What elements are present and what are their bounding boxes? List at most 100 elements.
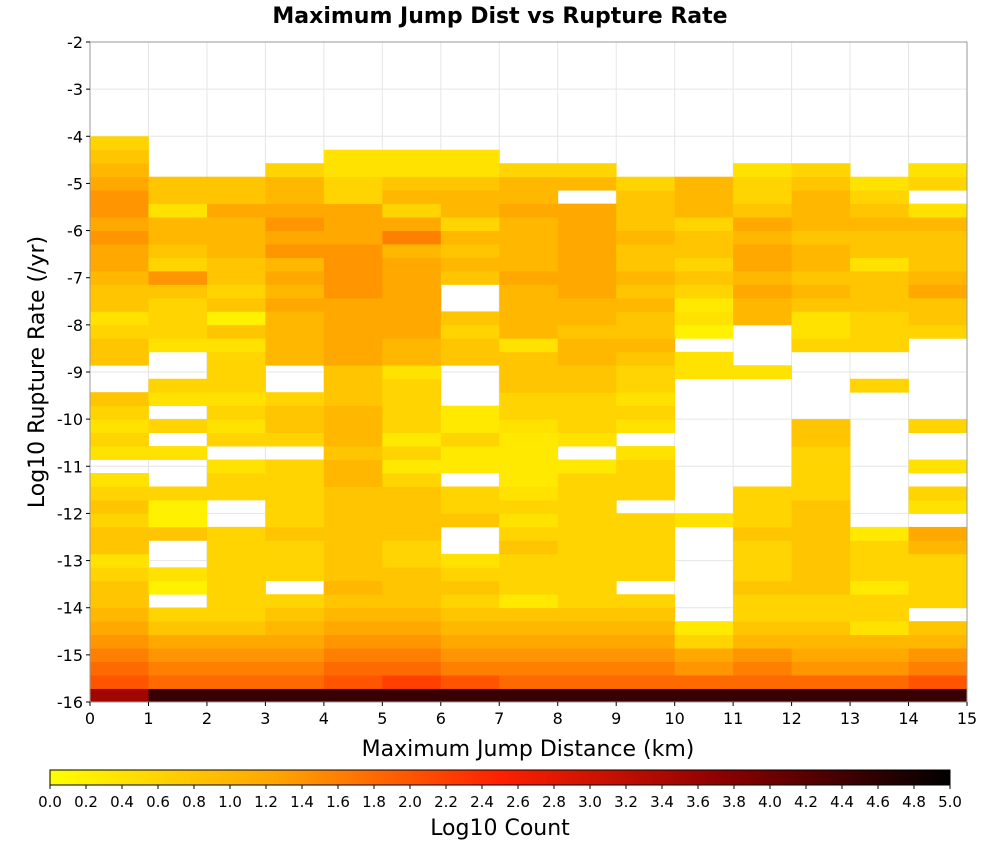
y-tick-label: -15 <box>57 646 83 665</box>
heatmap-cell <box>265 648 325 662</box>
heatmap-cell <box>382 338 442 353</box>
heatmap-cell <box>440 405 500 420</box>
heatmap-cell <box>499 230 559 245</box>
colorbar-tick-label: 1.2 <box>254 793 278 811</box>
y-tick-label: -14 <box>57 599 83 618</box>
y-tick-label: -5 <box>67 174 83 193</box>
heatmap-cell <box>148 688 208 703</box>
heatmap-cell <box>148 607 208 622</box>
heatmap-cell <box>908 257 968 272</box>
heatmap-cell <box>323 675 383 689</box>
heatmap-cell <box>323 621 383 636</box>
heatmap-cell <box>557 688 617 703</box>
heatmap-cell <box>323 324 383 339</box>
heatmap-cell <box>908 244 968 258</box>
heatmap-cell <box>674 648 734 662</box>
heatmap-cell <box>382 459 442 474</box>
heatmap-cell <box>733 648 792 662</box>
heatmap-cell <box>382 190 442 205</box>
heatmap-cell <box>616 365 676 380</box>
heatmap-cell <box>265 284 325 299</box>
heatmap-cell <box>440 621 500 636</box>
heatmap-cell <box>148 675 208 689</box>
heatmap-cell <box>382 621 442 636</box>
heatmap-cell <box>90 163 149 178</box>
heatmap-cell <box>265 190 325 205</box>
heatmap-cell <box>616 217 676 231</box>
heatmap-cell <box>382 661 442 676</box>
heatmap-cell <box>791 419 851 434</box>
heatmap-cell <box>908 648 968 662</box>
heatmap-cell <box>791 446 851 460</box>
heatmap-cell <box>791 230 851 245</box>
heatmap-cell <box>499 338 559 353</box>
heatmap-cell <box>382 675 442 689</box>
heatmap-cell <box>850 607 909 622</box>
heatmap-cell <box>440 190 500 205</box>
heatmap-cell <box>557 499 617 514</box>
heatmap-cell <box>499 621 559 636</box>
heatmap-cell <box>382 365 442 380</box>
heatmap-cell <box>440 176 500 191</box>
heatmap-cell <box>850 190 909 205</box>
heatmap-cell <box>148 634 208 649</box>
heatmap-cell <box>557 351 617 366</box>
heatmap-cell <box>733 607 792 622</box>
heatmap-cell <box>499 311 559 326</box>
heatmap-cell <box>440 634 500 649</box>
heatmap-cell <box>908 567 968 582</box>
heatmap-cell <box>616 338 676 353</box>
colorbar-tick-label: 4.4 <box>830 793 854 811</box>
heatmap-cell <box>148 311 208 326</box>
heatmap-cell <box>616 446 676 460</box>
colorbar-tick-label: 0.2 <box>74 793 98 811</box>
heatmap-cell <box>791 526 851 541</box>
heatmap-cell <box>499 244 559 258</box>
heatmap-cell <box>265 432 325 447</box>
heatmap-cell <box>557 540 617 555</box>
heatmap-cell <box>557 270 617 285</box>
heatmap-cell <box>791 217 851 231</box>
heatmap-cell <box>206 244 266 258</box>
heatmap-cell <box>791 324 851 339</box>
y-tick-label: -6 <box>67 222 83 241</box>
heatmap-cell <box>382 244 442 258</box>
x-axis-ticks: 0 1 2 3 4 5 6 7 8 9 10 11 12 13 14 15 <box>85 702 977 728</box>
heatmap-cell <box>382 473 442 487</box>
heatmap-cell <box>382 392 442 407</box>
heatmap-cell <box>323 257 383 272</box>
x-axis-label: Maximum Jump Distance (km) <box>362 737 695 762</box>
heatmap-cell <box>791 284 851 299</box>
colorbar-tick-label: 2.8 <box>542 793 566 811</box>
heatmap-cell <box>557 230 617 245</box>
x-tick-label: 7 <box>494 709 504 728</box>
heatmap-cell <box>440 217 500 231</box>
heatmap-cell <box>440 688 500 703</box>
heatmap-cell <box>616 607 676 622</box>
heatmap-cell <box>148 378 208 393</box>
heatmap-cell <box>908 459 968 474</box>
heatmap-cell <box>557 459 617 474</box>
heatmap-cell <box>440 459 500 474</box>
heatmap-cell <box>382 163 442 178</box>
y-tick-label: -9 <box>67 363 83 382</box>
heatmap-cell <box>733 203 792 218</box>
heatmap-cell <box>674 365 734 380</box>
heatmap-cell <box>382 217 442 231</box>
x-tick-label: 2 <box>202 709 212 728</box>
heatmap-cell <box>90 446 149 460</box>
heatmap-cell <box>850 338 909 353</box>
heatmap-cell <box>908 324 968 339</box>
heatmap-cell <box>557 553 617 568</box>
heatmap-cell <box>90 297 149 312</box>
heatmap-cell <box>557 432 617 447</box>
heatmap-cell <box>499 419 559 434</box>
heatmap-cell <box>206 432 266 447</box>
heatmap-cell <box>499 675 559 689</box>
heatmap-cell <box>323 419 383 434</box>
heatmap-cell <box>850 688 909 703</box>
heatmap-cell <box>674 311 734 326</box>
heatmap-cell <box>557 675 617 689</box>
heatmap-cell <box>616 351 676 366</box>
x-tick-label: 3 <box>260 709 270 728</box>
